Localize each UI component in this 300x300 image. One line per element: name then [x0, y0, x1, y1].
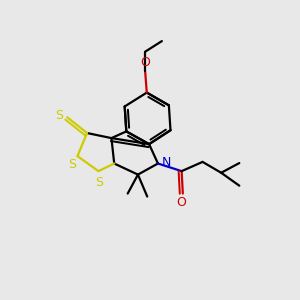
Text: N: N — [162, 156, 172, 169]
Text: S: S — [55, 109, 63, 122]
Text: O: O — [177, 196, 187, 209]
Text: O: O — [140, 56, 150, 69]
Text: S: S — [96, 176, 104, 189]
Text: S: S — [68, 158, 76, 171]
